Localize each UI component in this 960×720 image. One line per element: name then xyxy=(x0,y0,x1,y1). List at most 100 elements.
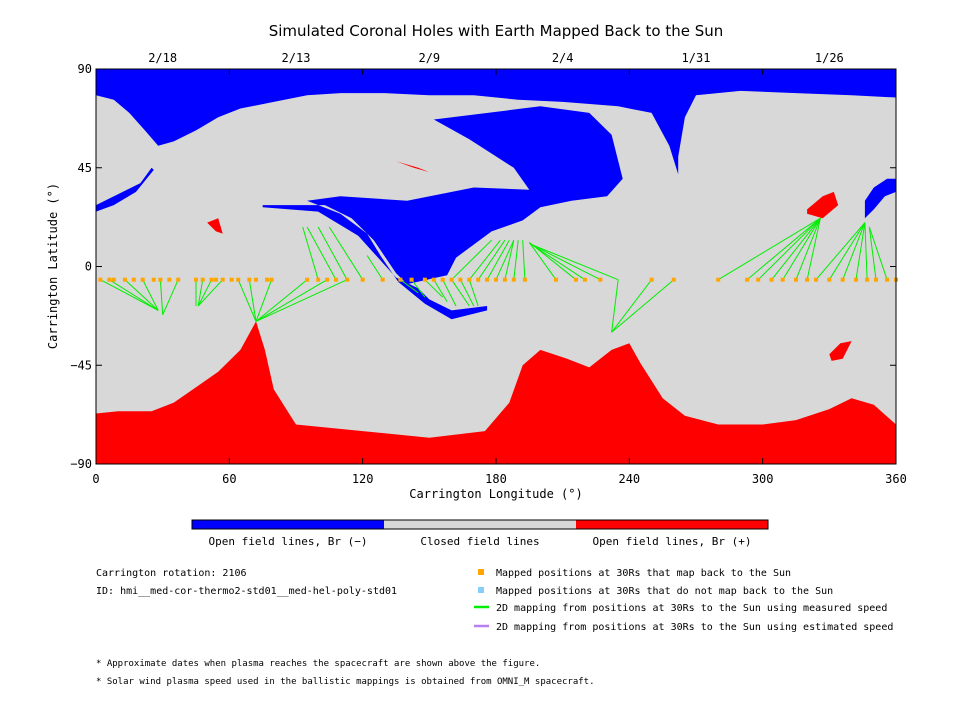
mapped-position-5 xyxy=(140,277,145,282)
top-date-label-2: 2/9 xyxy=(418,51,440,65)
mapped-position-12 xyxy=(209,277,214,282)
measured-mapping-line-28 xyxy=(468,279,479,307)
measured-mapping-line-11 xyxy=(248,279,257,322)
measured-mapping-line-10 xyxy=(237,279,257,322)
measured-mapping-line-24 xyxy=(433,279,448,302)
mapped-position-24 xyxy=(334,277,338,282)
measured-mapping-line-33 xyxy=(495,239,515,280)
mapped-position-61 xyxy=(885,277,890,282)
x-tick-label-120: 120 xyxy=(352,472,374,486)
mapped-position-53 xyxy=(794,277,798,282)
mapped-position-26 xyxy=(360,277,365,282)
measured-mapping-line-35 xyxy=(513,240,519,280)
mapped-position-8 xyxy=(167,277,172,282)
colorbar-negative-segment xyxy=(192,520,384,529)
measured-mapping-line-53 xyxy=(828,222,866,280)
measured-mapping-line-9 xyxy=(197,279,224,307)
mapped-positions-layer xyxy=(98,277,898,282)
measured-mapping-line-47 xyxy=(757,217,821,281)
mapped-position-19 xyxy=(265,277,270,282)
x-tick-label-360: 360 xyxy=(885,472,907,486)
mapped-position-44 xyxy=(582,277,587,282)
mapped-position-29 xyxy=(409,277,414,282)
x-tick-label-300: 300 xyxy=(752,472,774,486)
measured-mapping-line-56 xyxy=(864,222,868,280)
mapped-position-11 xyxy=(200,277,205,282)
mapped-position-49 xyxy=(745,277,750,282)
colorbar-positive-segment xyxy=(576,520,768,529)
mapped-position-50 xyxy=(756,277,761,282)
carrington-rotation-text: Carrington rotation: 2106 xyxy=(96,568,247,579)
mapped-position-9 xyxy=(176,277,181,282)
coronal-holes-layer xyxy=(96,69,896,464)
mapped-position-18 xyxy=(254,277,258,282)
top-date-label-5: 1/26 xyxy=(815,51,844,65)
y-tick-label-2: 0 xyxy=(85,260,92,274)
mapped-position-51 xyxy=(769,277,774,282)
measured-mapping-line-21 xyxy=(400,279,419,294)
mapped-position-15 xyxy=(229,277,234,282)
y-tick-label-4: −90 xyxy=(70,457,92,471)
west-limb-negative-hole xyxy=(96,167,154,212)
colorbar-frame xyxy=(191,519,769,530)
legend-marker-unmapped xyxy=(478,587,484,593)
x-tick-label-240: 240 xyxy=(618,472,640,486)
mapped-position-2 xyxy=(111,277,116,282)
east-limb-negative-hole xyxy=(864,178,896,219)
measured-mapping-line-43 xyxy=(611,279,652,333)
note-speed: * Solar wind plasma speed used in the ba… xyxy=(96,677,595,687)
west-small-positive-hole xyxy=(207,218,223,234)
measured-mapping-line-27 xyxy=(459,279,475,307)
measured-mapping-line-45 xyxy=(717,217,821,281)
northeast-positive-hole xyxy=(807,191,839,219)
measured-mapping-line-42 xyxy=(611,279,619,333)
mapped-position-10 xyxy=(194,277,198,282)
mapped-position-59 xyxy=(865,277,870,282)
top-date-label-4: 1/31 xyxy=(682,51,711,65)
measured-mapping-line-48 xyxy=(771,217,821,281)
mapped-position-36 xyxy=(476,277,481,282)
model-id-text: ID: hmi__med-cor-thermo2-std01__med-hel-… xyxy=(96,586,397,597)
mapped-position-16 xyxy=(236,277,241,282)
measured-mapping-line-15 xyxy=(255,279,348,322)
measured-mapping-line-16 xyxy=(302,226,319,280)
measured-mapping-line-57 xyxy=(868,226,877,280)
legend-label-unmapped: Mapped positions at 30Rs that do not map… xyxy=(496,586,833,597)
colorbar-closed-segment xyxy=(384,520,576,529)
measured-mapping-line-40 xyxy=(531,244,601,281)
mapped-position-17 xyxy=(247,277,252,282)
mapped-position-45 xyxy=(598,277,603,282)
mapped-position-58 xyxy=(854,277,858,282)
measured-mapping-line-52 xyxy=(815,222,866,281)
legend-label-measured: 2D mapping from positions at 30Rs to the… xyxy=(496,603,887,614)
colorbar: Open field lines, Br (−) Closed field li… xyxy=(191,519,769,548)
legend: Mapped positions at 30Rs that map back t… xyxy=(474,568,893,633)
measured-mapping-line-7 xyxy=(197,279,204,307)
top-date-label-0: 2/18 xyxy=(148,51,177,65)
mapped-position-47 xyxy=(671,277,676,282)
mapped-position-33 xyxy=(449,277,454,282)
mapped-position-7 xyxy=(158,277,163,282)
measured-mapping-line-20 xyxy=(366,255,384,280)
measured-mapping-line-51 xyxy=(806,218,821,280)
mapping-lines-layer xyxy=(100,217,888,333)
measured-mapping-line-46 xyxy=(746,217,821,281)
southeast-positive-hole xyxy=(829,341,852,361)
mapped-position-23 xyxy=(325,277,330,282)
x-tick-label-60: 60 xyxy=(222,472,236,486)
measured-mapping-line-34 xyxy=(504,240,515,280)
top-date-label-3: 2/4 xyxy=(552,51,574,65)
measured-mapping-line-30 xyxy=(468,239,501,281)
note-dates: * Approximate dates when plasma reaches … xyxy=(96,659,540,669)
measured-mapping-line-18 xyxy=(317,226,348,280)
measured-mapping-line-19 xyxy=(328,226,364,280)
measured-mapping-line-17 xyxy=(306,226,337,280)
mapped-position-20 xyxy=(269,277,274,282)
mapped-position-46 xyxy=(649,277,654,282)
measured-mapping-line-22 xyxy=(411,279,426,298)
measured-mapping-line-29 xyxy=(451,239,492,281)
top-date-label-1: 2/13 xyxy=(282,51,311,65)
measured-mapping-line-36 xyxy=(522,240,526,280)
mapped-position-57 xyxy=(840,277,845,282)
